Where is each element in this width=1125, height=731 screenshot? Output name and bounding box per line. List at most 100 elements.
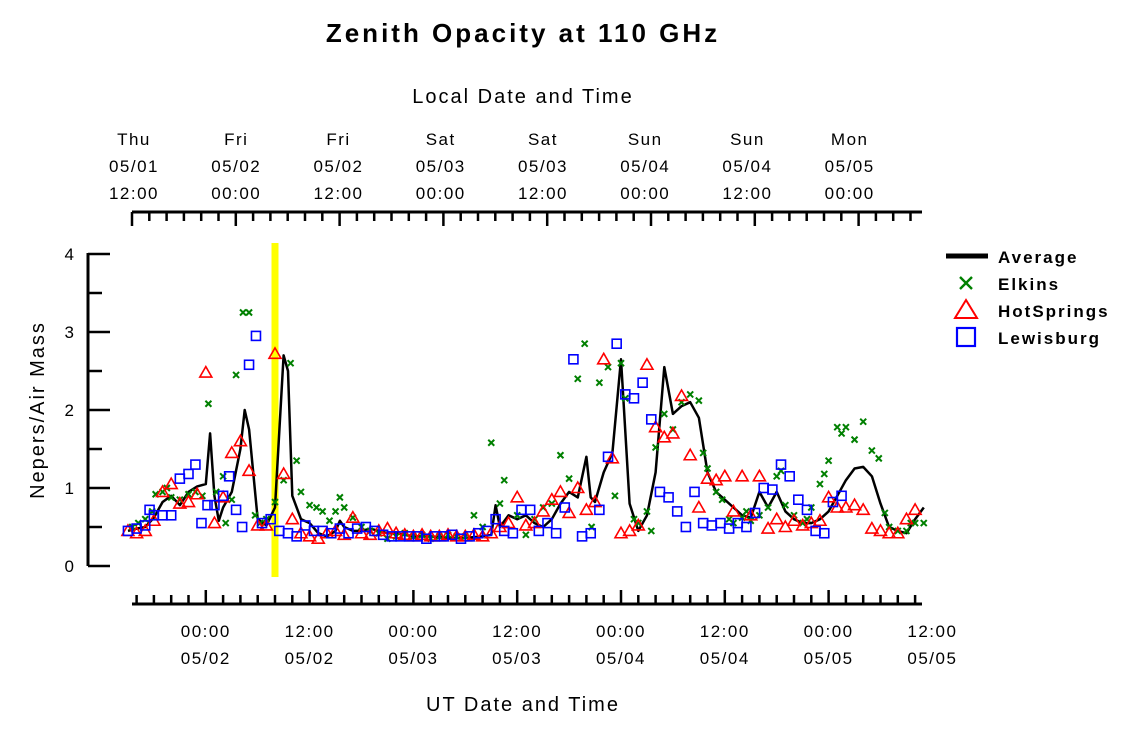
hotsprings-point bbox=[276, 466, 292, 480]
elkins-point bbox=[820, 470, 828, 478]
hotsprings-point bbox=[734, 468, 750, 482]
bottom-tick-time: 12:00 bbox=[285, 622, 335, 641]
top-tick-day: Fri bbox=[224, 130, 248, 149]
elkins-point bbox=[837, 429, 846, 438]
top-tick-date: 05/01 bbox=[109, 157, 159, 176]
lewisburg-point bbox=[490, 513, 501, 525]
top-tick-day: Fri bbox=[326, 130, 350, 149]
top-tick-date: 05/03 bbox=[416, 157, 466, 176]
hotsprings-point bbox=[760, 520, 776, 534]
bottom-tick-time: 00:00 bbox=[181, 622, 231, 641]
lewisburg-point bbox=[671, 506, 683, 517]
elkins-point bbox=[565, 474, 573, 483]
hotsprings-point bbox=[535, 503, 551, 517]
lewisburg-point bbox=[196, 517, 207, 529]
elkins-point bbox=[764, 503, 772, 512]
bottom-tick-date: 05/02 bbox=[181, 649, 231, 668]
y-tick-label: 0 bbox=[65, 557, 76, 576]
lewisburg-point bbox=[723, 523, 735, 534]
elkins-point bbox=[292, 456, 301, 465]
hotsprings-point bbox=[604, 450, 620, 464]
bottom-tick-date: 05/05 bbox=[907, 649, 957, 668]
hotsprings-point bbox=[570, 480, 586, 494]
top-tick-day: Sat bbox=[528, 130, 558, 149]
lewisburg-point bbox=[697, 517, 709, 529]
elkins-point bbox=[340, 503, 348, 512]
lewisburg-point bbox=[157, 509, 168, 521]
top-tick-day: Sun bbox=[628, 130, 663, 149]
elkins-point bbox=[305, 501, 314, 509]
chart-title: Zenith Opacity at 110 GHz bbox=[326, 18, 720, 48]
lewisburg-point bbox=[715, 517, 726, 529]
top-tick-date: 05/05 bbox=[825, 157, 875, 176]
bottom-tick-date: 05/05 bbox=[804, 649, 854, 668]
lewisburg-point bbox=[542, 517, 553, 529]
elkins-point bbox=[556, 451, 565, 459]
y-tick-label: 2 bbox=[65, 401, 76, 420]
hotsprings-point bbox=[509, 489, 525, 503]
elkins-point bbox=[221, 519, 230, 527]
average-line bbox=[127, 354, 925, 540]
series-lewisburg bbox=[122, 330, 847, 545]
elkins-point bbox=[850, 435, 859, 444]
lewisburg-point bbox=[550, 527, 562, 539]
lewisburg-point bbox=[174, 473, 186, 484]
elkins-point bbox=[595, 378, 604, 387]
lewisburg-point bbox=[801, 504, 813, 516]
elkins-point bbox=[325, 517, 334, 525]
hotsprings-point bbox=[284, 511, 300, 525]
hotsprings-point bbox=[267, 346, 283, 360]
elkins-point bbox=[239, 308, 247, 317]
lewisburg-point bbox=[793, 494, 804, 506]
hotsprings-point bbox=[881, 525, 897, 539]
elkins-point bbox=[833, 423, 841, 431]
lewisburg-point bbox=[559, 502, 571, 513]
bottom-tick-date: 05/04 bbox=[596, 649, 646, 668]
bottom-tick-time: 12:00 bbox=[700, 622, 750, 641]
hotsprings-point bbox=[544, 492, 560, 505]
legend-lewisburg-swatch bbox=[955, 326, 977, 348]
hotsprings-point bbox=[553, 484, 568, 498]
elkins-point bbox=[902, 527, 911, 535]
lewisburg-point bbox=[230, 504, 242, 516]
hotsprings-point bbox=[163, 476, 179, 490]
hotsprings-point bbox=[241, 463, 257, 477]
hotsprings-point bbox=[336, 527, 352, 541]
legend-label-lewisburg: Lewisburg bbox=[998, 329, 1101, 348]
lewisburg-point bbox=[645, 414, 657, 425]
elkins-point bbox=[271, 498, 279, 506]
elkins-point bbox=[703, 464, 712, 473]
lewisburg-point bbox=[481, 525, 493, 537]
legend-label-hotsprings: HotSprings bbox=[998, 302, 1110, 321]
hotsprings-point bbox=[855, 502, 871, 516]
lewisburg-point bbox=[576, 531, 588, 542]
hotsprings-point bbox=[518, 517, 534, 531]
lewisburg-point bbox=[827, 496, 839, 508]
hotsprings-point bbox=[769, 511, 785, 525]
hotsprings-point bbox=[682, 447, 698, 461]
top-tick-time: 12:00 bbox=[109, 184, 159, 203]
elkins-point bbox=[824, 456, 833, 465]
hotsprings-point bbox=[838, 499, 854, 513]
hotsprings-point bbox=[899, 511, 914, 525]
elkins-point bbox=[204, 400, 213, 408]
hotsprings-point bbox=[812, 513, 828, 527]
hotsprings-point bbox=[596, 351, 612, 365]
top-tick-date: 05/04 bbox=[722, 157, 772, 176]
hotsprings-point bbox=[717, 468, 733, 482]
hotsprings-point bbox=[198, 364, 214, 378]
bottom-tick-time: 12:00 bbox=[907, 622, 957, 641]
elkins-point bbox=[911, 519, 919, 527]
lewisburg-point bbox=[611, 338, 622, 350]
hotsprings-point bbox=[613, 525, 629, 539]
lewisburg-point bbox=[524, 504, 536, 516]
top-tick-time: 12:00 bbox=[722, 184, 772, 203]
lewisburg-point bbox=[217, 490, 229, 502]
hotsprings-point bbox=[483, 525, 499, 539]
lewisburg-point bbox=[202, 499, 213, 511]
legend-label-average: Average bbox=[998, 248, 1078, 267]
elkins-point bbox=[312, 503, 321, 512]
highlight-layer bbox=[271, 243, 279, 577]
hotsprings-point bbox=[648, 419, 663, 433]
